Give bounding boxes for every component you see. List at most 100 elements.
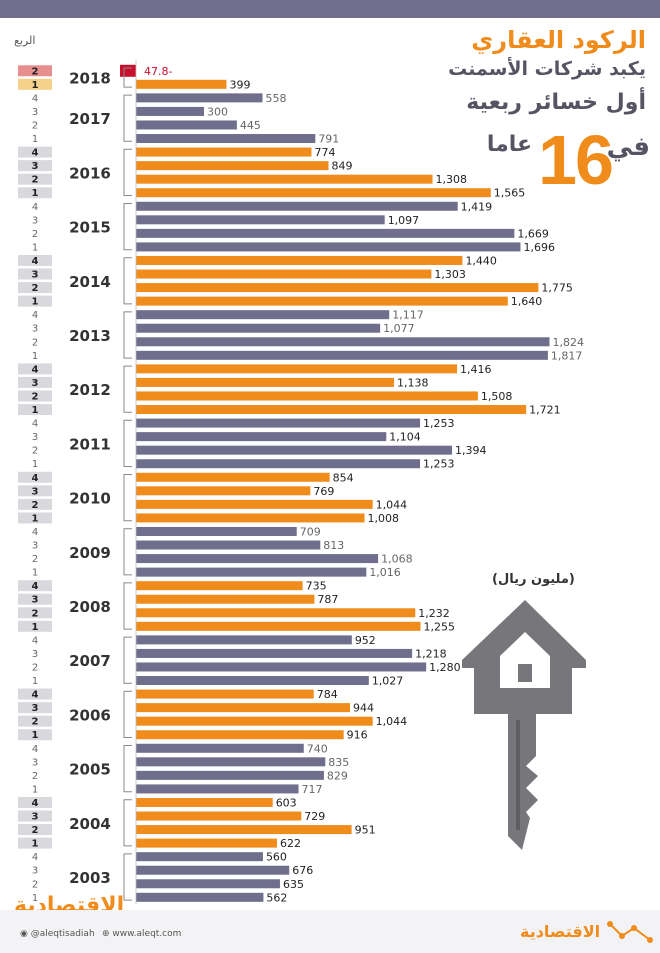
quarter-label: 3 xyxy=(32,107,38,118)
quarter-label: 2 xyxy=(32,229,38,240)
bar xyxy=(136,79,227,89)
bar xyxy=(136,350,548,360)
quarter-box xyxy=(18,891,52,903)
bar-value-label: 1,308 xyxy=(436,173,468,186)
bar xyxy=(136,296,508,306)
year-label: 2014 xyxy=(69,273,111,291)
quarter-label: 2 xyxy=(32,879,38,890)
quarter-box xyxy=(18,796,52,808)
bar xyxy=(136,242,521,252)
bar-value-label: 635 xyxy=(283,878,304,891)
quarter-box xyxy=(18,173,52,185)
bar xyxy=(136,106,205,116)
quarter-box xyxy=(18,146,52,158)
quarter-label: 1 xyxy=(32,839,39,850)
bar-value-label: 560 xyxy=(266,851,287,864)
bar xyxy=(136,486,311,496)
website-link[interactable]: ⊕ www.aleqt.com xyxy=(102,929,181,939)
quarter-box xyxy=(18,851,52,863)
bar-value-label: 1,077 xyxy=(383,322,415,335)
year-label: 2017 xyxy=(69,110,111,128)
year-label: 2007 xyxy=(69,652,111,670)
quarter-box xyxy=(18,363,52,375)
bar-value-label: 951 xyxy=(355,824,376,837)
bar xyxy=(136,269,432,279)
quarter-box xyxy=(18,607,52,619)
bar xyxy=(136,432,387,442)
bar-value-label: 791 xyxy=(318,133,339,146)
year-label: 2018 xyxy=(69,70,111,88)
quarter-box xyxy=(18,715,52,727)
social-handle[interactable]: ◉ @aleqtisadiah xyxy=(20,929,95,939)
bar xyxy=(136,648,413,658)
year-label: 2010 xyxy=(69,490,111,508)
quarter-box xyxy=(18,322,52,334)
quarter-box xyxy=(18,78,52,90)
bar-value-label: 1,565 xyxy=(494,187,526,200)
bar-value-label: 1,775 xyxy=(541,282,573,295)
bar xyxy=(136,743,304,753)
bar-value-label: 558 xyxy=(265,92,286,105)
bar-value-label: 1,255 xyxy=(424,620,456,633)
bar-value-label: 1,640 xyxy=(511,295,542,308)
bar xyxy=(136,405,527,415)
bar xyxy=(136,337,550,347)
quarter-box xyxy=(18,187,52,199)
quarter-label: 2 xyxy=(32,608,39,619)
bar xyxy=(136,852,263,862)
bar xyxy=(136,689,314,699)
bar xyxy=(136,188,491,198)
bar xyxy=(136,513,365,523)
quarter-label: 1 xyxy=(32,351,38,362)
bar-negative xyxy=(120,64,136,77)
quarter-label: 2 xyxy=(32,662,38,673)
quarter-label: 4 xyxy=(32,364,39,375)
bar-value-label: 1,016 xyxy=(369,566,401,579)
quarter-box xyxy=(18,566,52,578)
bar-value-label: 849 xyxy=(331,160,352,173)
quarter-label: 1 xyxy=(32,784,38,795)
quarter-label: 4 xyxy=(32,852,38,863)
year-label: 2013 xyxy=(69,327,111,345)
quarter-label: 1 xyxy=(32,297,39,308)
bar-value-label: 1,419 xyxy=(461,200,493,213)
quarter-box xyxy=(18,336,52,348)
quarter-label: 4 xyxy=(32,581,39,592)
year-bracket xyxy=(123,853,132,901)
quarter-box xyxy=(18,254,52,266)
bar-value-label: 1,721 xyxy=(529,404,561,417)
quarter-box xyxy=(18,783,52,795)
bar-value-label: 829 xyxy=(327,769,348,782)
year-label: 2003 xyxy=(69,869,111,887)
year-label: 2006 xyxy=(69,706,111,724)
quarter-box xyxy=(18,444,52,456)
year-label: 2008 xyxy=(69,598,111,616)
bar-value-label: 399 xyxy=(229,78,250,91)
bar-value-label: 1,097 xyxy=(388,214,420,227)
bar-value-label: 1,117 xyxy=(392,309,424,322)
quarter-box xyxy=(18,282,52,294)
bar xyxy=(136,784,299,794)
year-label: 2015 xyxy=(69,219,111,237)
bar-value-label: 944 xyxy=(353,702,374,715)
quarter-label: 1 xyxy=(32,622,39,633)
bar xyxy=(136,174,433,184)
quarter-label: 1 xyxy=(32,134,38,145)
quarter-box xyxy=(18,634,52,646)
title-line-1: الركود العقاري xyxy=(471,26,646,54)
quarter-label: 3 xyxy=(32,812,39,823)
year-bracket xyxy=(123,203,132,251)
quarter-box xyxy=(18,485,52,497)
bar xyxy=(136,161,329,171)
quarter-label: 4 xyxy=(32,310,38,321)
year-bracket xyxy=(123,419,132,467)
quarter-box xyxy=(18,268,52,280)
year-bracket xyxy=(123,474,132,522)
bar-value-label: 1,253 xyxy=(423,458,455,471)
logo-right: الاقتصادية xyxy=(520,922,601,941)
unit-label: (مليون ريال) xyxy=(492,572,575,587)
quarter-box xyxy=(18,105,52,117)
quarter-label: 1 xyxy=(32,459,38,470)
year-bracket xyxy=(123,745,132,793)
